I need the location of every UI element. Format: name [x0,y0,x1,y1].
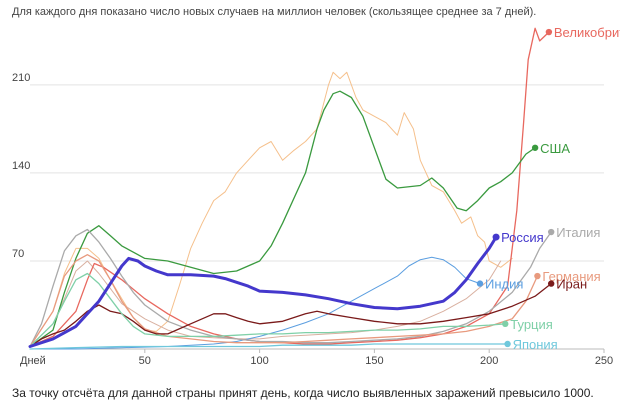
series-end-dot-великобритания [545,28,553,36]
series-line-испания [29,71,513,347]
series-line-япония [29,343,509,350]
series-end-dot-германия [534,272,541,280]
x-axis-title: Дней [20,355,46,367]
series-end-dot-турция [502,320,509,328]
series-label-германия: Германия [542,269,600,284]
series-end-dot-италия [547,228,555,236]
series-label-япония: Япония [513,337,558,352]
x-tick-label-50: 50 [139,355,151,367]
y-tick-label-70: 70 [12,248,24,260]
series-end-dot-иран [547,280,555,287]
series-label-турция: Турция [510,317,553,332]
y-tick-label-140: 140 [12,160,30,172]
series-label-сша: США [540,141,570,156]
series-label-индия: Индия [485,277,523,292]
series-end-dot-япония [504,340,511,348]
series-label-россия: Россия [501,230,544,245]
series-label-италия: Италия [556,225,600,240]
series-end-dot-россия [492,233,500,241]
series-line-сша [29,90,536,348]
x-tick-label-200: 200 [480,355,498,367]
series-line-италия [29,228,552,348]
x-tick-label-150: 150 [365,355,383,367]
x-tick-label-100: 100 [250,355,268,367]
chart-footnote: За точку отсчёта для данной страны приня… [12,386,594,400]
series-end-dot-индия [476,280,484,287]
series-line-россия [28,235,498,348]
y-tick-label-210: 210 [12,72,30,84]
series-line-великобритания [29,27,550,348]
series-end-dot-сша [531,144,539,151]
chart-subtitle: Для каждого дня показано число новых слу… [12,6,537,18]
series-label-иран: Иран [556,277,587,292]
series-line-турция [29,272,506,348]
series-line-германия [29,254,539,348]
x-tick-label-250: 250 [595,355,613,367]
series-label-великобритания: Великобритания [554,25,620,40]
